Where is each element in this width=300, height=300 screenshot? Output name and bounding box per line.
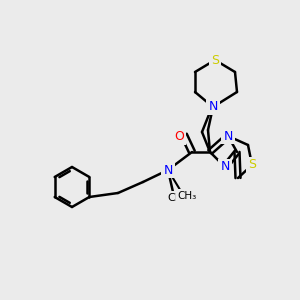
Text: N: N <box>208 100 218 113</box>
Text: N: N <box>163 164 173 176</box>
Text: O: O <box>174 130 184 143</box>
Text: N: N <box>220 160 230 173</box>
Text: N: N <box>223 130 233 142</box>
Text: CH₃: CH₃ <box>168 193 188 203</box>
Text: S: S <box>248 158 256 172</box>
Text: CH₃: CH₃ <box>177 191 196 201</box>
Text: S: S <box>211 53 219 67</box>
